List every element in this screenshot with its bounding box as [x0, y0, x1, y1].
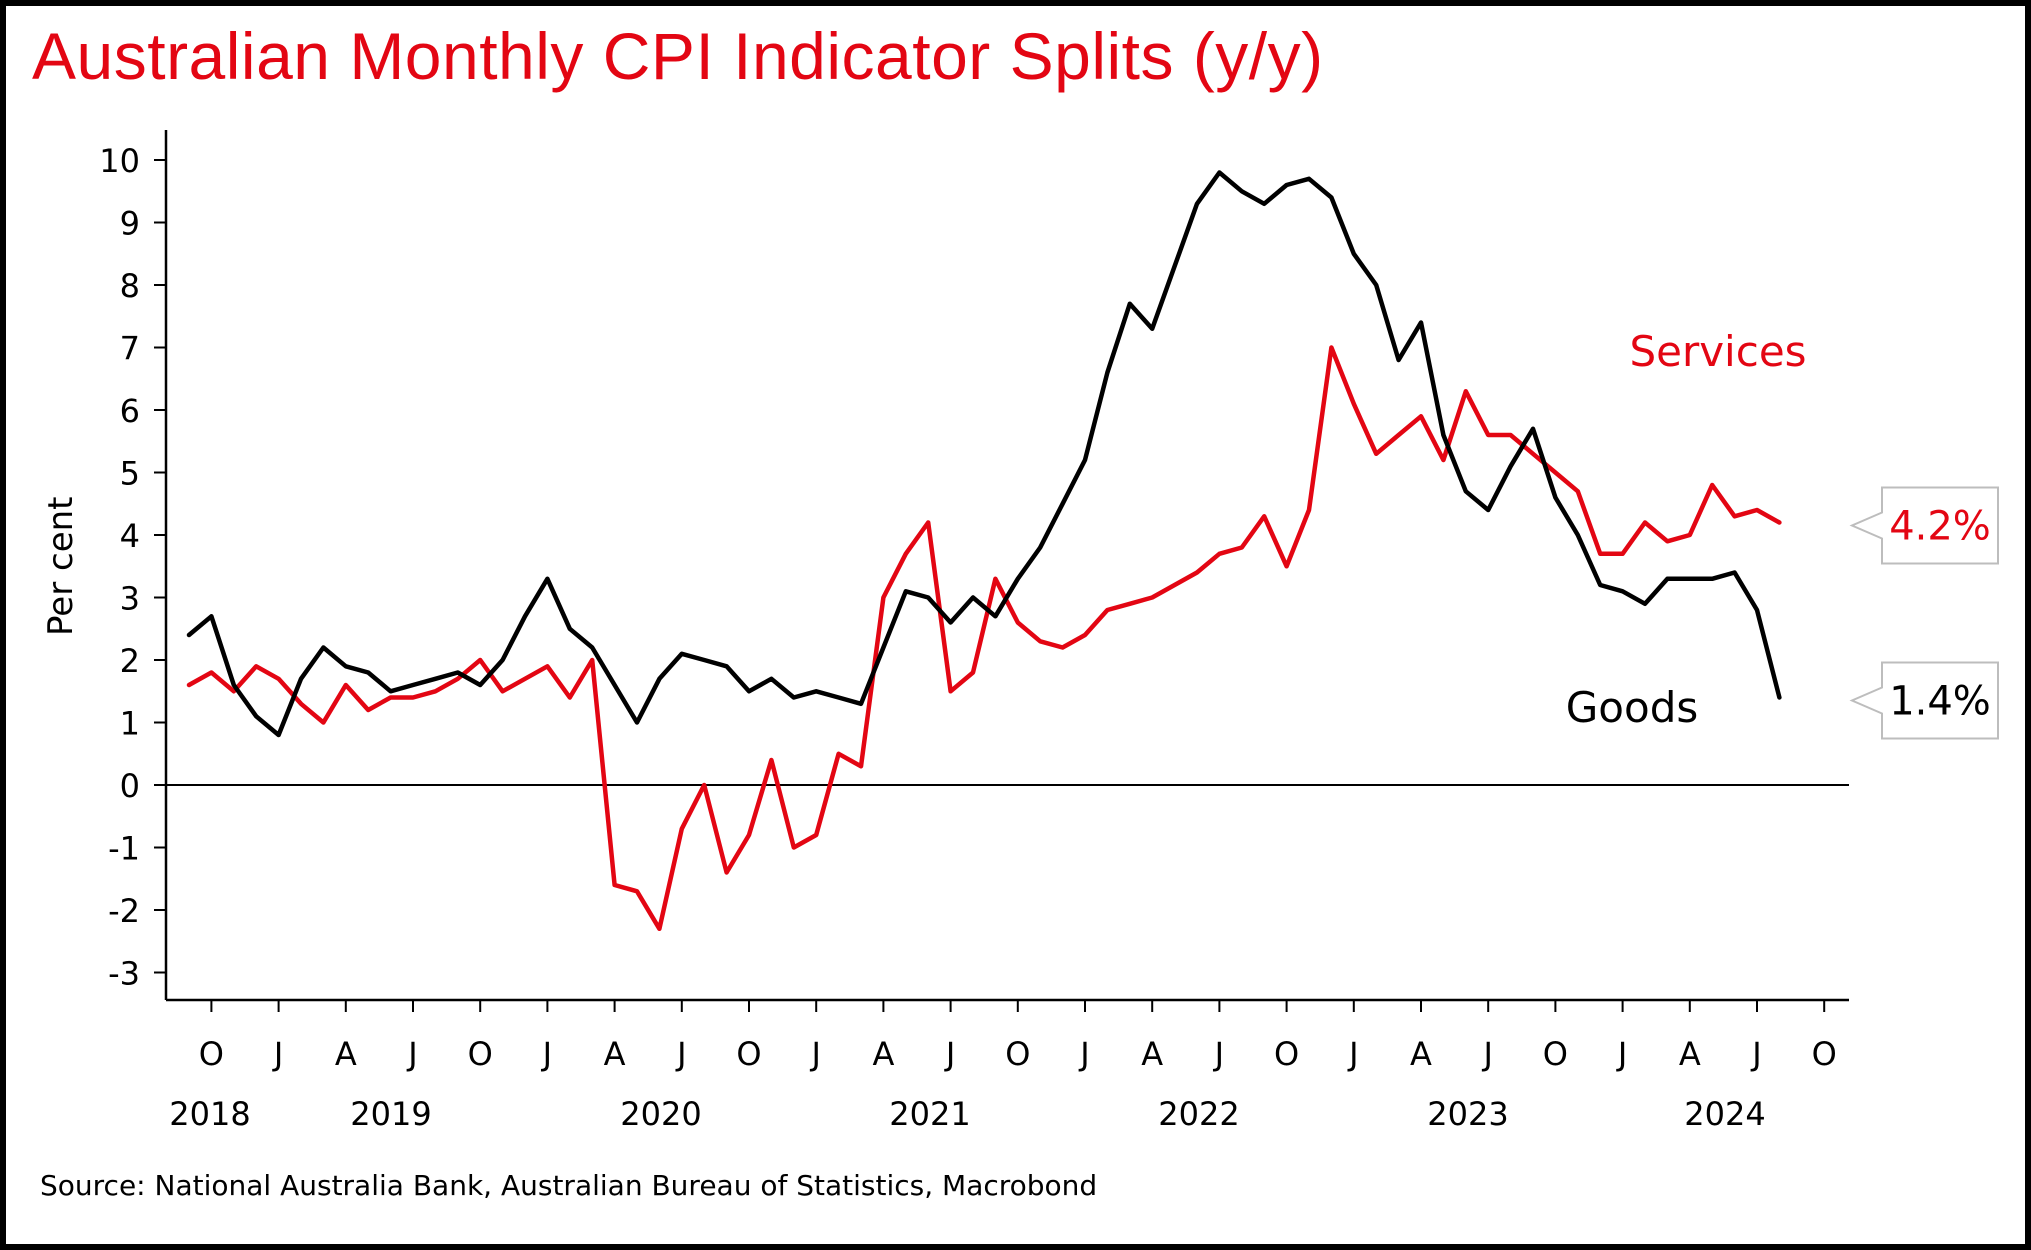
y-tick-label: -1 — [108, 830, 140, 868]
x-tick-label: O — [1543, 1035, 1568, 1073]
series-name-services: Services — [1629, 327, 1806, 376]
series-line-goods — [186, 170, 1782, 738]
x-year-label: 2024 — [1684, 1095, 1765, 1133]
x-tick-label: A — [1410, 1035, 1432, 1073]
y-tick-label: 9 — [120, 205, 140, 243]
x-tick-label: O — [1812, 1035, 1837, 1073]
y-axis-label: Per cent — [41, 497, 81, 637]
y-tick-label: 4 — [120, 517, 140, 555]
y-tick-label: -3 — [108, 955, 140, 993]
x-year-label: 2018 — [169, 1095, 250, 1133]
end-value-callout-services: 4.2% — [1849, 486, 1999, 565]
y-tick-label: 1 — [120, 705, 140, 743]
chart-title: Australian Monthly CPI Indicator Splits … — [32, 19, 1324, 93]
y-tick-label: 2 — [120, 642, 140, 680]
x-tick-label: J — [1616, 1035, 1627, 1073]
x-tick-label: O — [1274, 1035, 1299, 1073]
y-tick-label: 6 — [120, 392, 140, 430]
end-value-callout-goods: 1.4% — [1849, 661, 1999, 740]
x-tick-label: J — [1750, 1035, 1761, 1073]
y-tick-label: 7 — [120, 330, 140, 368]
end-value-label: 1.4% — [1889, 679, 1991, 725]
series-line-services — [186, 345, 1782, 932]
y-tick-label: 0 — [120, 767, 140, 805]
y-tick-label: -2 — [108, 892, 140, 930]
x-axis: O J A J O J A J O J A J O J A J O J A J O J A J O 2018 2019 2020 202… — [166, 998, 1849, 1133]
y-tick-label: 8 — [120, 267, 140, 305]
x-tick-label: J — [1213, 1035, 1224, 1073]
series-labels: Services 4.2% Goods 1.4% — [1566, 327, 1999, 740]
x-tick-label: J — [406, 1035, 417, 1073]
end-value-label: 4.2% — [1889, 504, 1991, 550]
x-tick-label: A — [335, 1035, 357, 1073]
x-tick-label: J — [809, 1035, 820, 1073]
callout-box — [1849, 661, 1999, 740]
x-tick-label: O — [199, 1035, 224, 1073]
x-year-label: 2020 — [620, 1095, 701, 1133]
x-tick-label: J — [272, 1035, 283, 1073]
series-name-goods: Goods — [1566, 683, 1698, 732]
x-tick-label: A — [604, 1035, 626, 1073]
x-tick-label: J — [944, 1035, 955, 1073]
x-tick-label: J — [675, 1035, 686, 1073]
series-lines — [186, 170, 1782, 932]
x-tick-label: A — [1679, 1035, 1701, 1073]
x-tick-label: A — [872, 1035, 894, 1073]
y-tick-label: 10 — [99, 142, 140, 180]
x-tick-label: J — [541, 1035, 552, 1073]
x-tick-label: J — [1481, 1035, 1492, 1073]
x-year-label: 2021 — [889, 1095, 970, 1133]
y-tick-label: 3 — [120, 580, 140, 618]
x-year-label: 2019 — [350, 1095, 431, 1133]
source-note: Source: National Australia Bank, Austral… — [40, 1169, 1098, 1202]
x-year-label: 2022 — [1158, 1095, 1239, 1133]
x-tick-label: J — [1347, 1035, 1358, 1073]
x-tick-label: O — [468, 1035, 493, 1073]
x-year-label: 2023 — [1427, 1095, 1508, 1133]
callout-box — [1849, 486, 1999, 565]
y-tick-label: 5 — [120, 455, 140, 493]
x-tick-label: A — [1141, 1035, 1163, 1073]
x-tick-label: O — [1005, 1035, 1030, 1073]
x-tick-label: J — [1078, 1035, 1089, 1073]
x-tick-label: O — [736, 1035, 761, 1073]
